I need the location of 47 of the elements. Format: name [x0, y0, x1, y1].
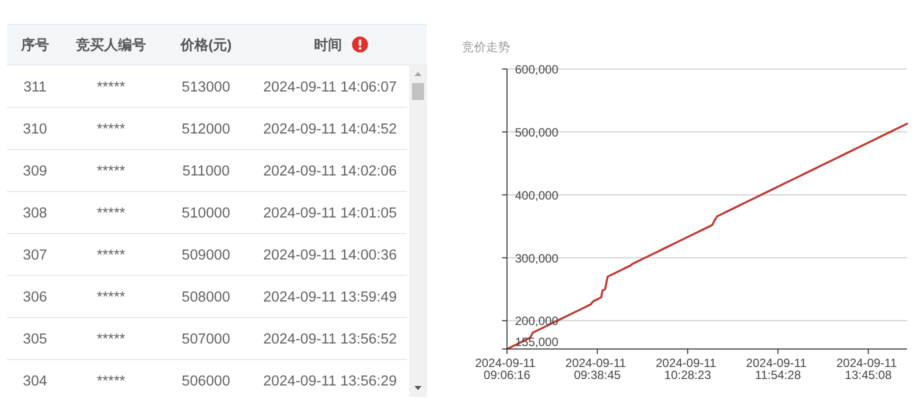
text: 2024-09-11 14:04:52 [263, 122, 397, 138]
y-tick-label: 306 [22, 290, 48, 306]
text: 2024-09-11 14:01:05 [263, 206, 397, 222]
text: 2024-09-11 13:56:29 [263, 374, 397, 390]
y-tick-label: 308 [22, 206, 48, 222]
text: 507000 [182, 332, 230, 348]
y-tick-label: 309 [22, 164, 48, 180]
text: 2024-09-11 14:00:36 [263, 248, 397, 264]
x-tick-label: 时间 [314, 36, 342, 52]
y-tick-label: 200,000 [515, 314, 559, 328]
text: 509000 [182, 248, 230, 264]
chart-title: 竞价走势 [462, 40, 510, 54]
x-tick-label: 2024-09-11 11:54:28 [746, 356, 810, 382]
text: 2024-09-11 13:56:52 [263, 332, 397, 348]
x-tick-label: 竞买人编号 [75, 36, 146, 52]
text: 508000 [182, 290, 230, 306]
y-axis-title: 序号 [20, 36, 49, 52]
y-tick-label: 311 [23, 80, 47, 96]
text: 2024-09-11 13:59:49 [263, 290, 397, 306]
text: ***** [96, 206, 126, 222]
text: ***** [96, 332, 126, 348]
text: ***** [96, 164, 126, 180]
y-tick-label: 300,000 [515, 251, 559, 266]
y-tick-label: 500,000 [515, 125, 559, 140]
text: ***** [96, 122, 126, 138]
y-tick-label: 304 [22, 374, 48, 390]
x-tick-label: 2024-09-11 09:38:45 [565, 356, 630, 382]
text: ***** [96, 290, 126, 306]
x-tick-label: 2024-09-11 13:45:08 [836, 356, 900, 382]
text: 506000 [182, 374, 230, 390]
text: 513000 [182, 80, 230, 96]
text: 2024-09-11 14:06:07 [263, 80, 397, 96]
text: 512000 [182, 122, 230, 138]
text: 510000 [182, 206, 230, 222]
text: ***** [96, 80, 126, 96]
y-tick-label: 307 [22, 248, 48, 264]
y-tick-label: 400,000 [515, 188, 559, 202]
text: ***** [96, 374, 126, 390]
x-tick-label: 2024-09-11 10:28:23 [656, 356, 720, 382]
y-tick-label: 305 [22, 332, 48, 348]
text: 2024-09-11 14:02:06 [263, 164, 397, 180]
x-tick-label: 2024-09-11 09:06:16 [475, 356, 539, 382]
y-tick-label: 310 [22, 122, 48, 138]
text: 511000 [182, 164, 230, 180]
y-tick-label: 600,000 [515, 62, 559, 76]
x-tick-label: 价格(元) [179, 36, 232, 52]
text: ***** [96, 248, 126, 264]
